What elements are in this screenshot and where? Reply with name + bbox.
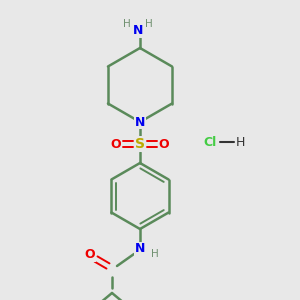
Text: S: S [135, 137, 145, 151]
Text: N: N [135, 116, 145, 128]
Text: N: N [133, 25, 143, 38]
Text: Cl: Cl [203, 136, 217, 148]
Text: H: H [235, 136, 245, 148]
Text: N: N [135, 242, 145, 256]
Text: O: O [111, 137, 121, 151]
Text: H: H [145, 19, 153, 29]
Text: H: H [123, 19, 131, 29]
Text: H: H [151, 249, 159, 259]
Text: O: O [159, 137, 169, 151]
Text: O: O [85, 248, 95, 262]
